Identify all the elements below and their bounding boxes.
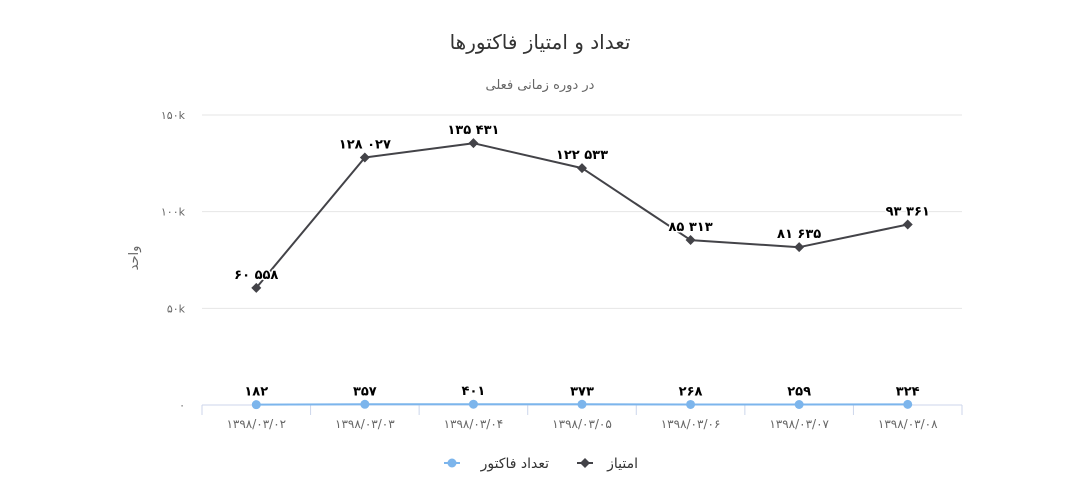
legend-marker-diamond[interactable] — [580, 458, 590, 468]
legend: تعداد فاکتور امتیاز — [444, 456, 638, 472]
data-point-circle[interactable] — [903, 399, 913, 409]
y-tick-label: ۱۰۰k — [161, 206, 186, 219]
data-label: ۱۲۲ ۵۳۳ — [556, 148, 608, 163]
data-point-circle[interactable] — [360, 399, 370, 409]
data-point-diamond[interactable] — [359, 152, 370, 163]
data-point-circle[interactable] — [794, 399, 804, 409]
y-axis-label: واحد — [127, 246, 142, 271]
data-label: ۳۲۴ — [896, 384, 920, 399]
x-tick-label: ۱۳۹۸/۰۳/۰۷ — [769, 417, 829, 431]
data-point-circle[interactable] — [577, 399, 587, 409]
legend-item-label[interactable]: امتیاز — [606, 456, 638, 472]
data-label: ۹۳ ۳۶۱ — [886, 205, 930, 220]
y-tick-label: ۰ — [179, 399, 185, 412]
chart-title: تعداد و امتیاز فاکتورها — [450, 30, 631, 54]
data-point-circle[interactable] — [468, 399, 478, 409]
data-label: ۸۵ ۳۱۳ — [668, 220, 712, 235]
y-tick-label: ۱۵۰k — [161, 109, 186, 122]
legend-item-label[interactable]: تعداد فاکتور — [480, 456, 550, 472]
x-tick-label: ۱۳۹۸/۰۳/۰۵ — [552, 417, 612, 431]
data-label: ۱۲۸ ۰۲۷ — [339, 137, 391, 152]
data-label: ۲۶۸ — [679, 384, 703, 399]
data-point-diamond[interactable] — [685, 235, 696, 246]
y-tick-label: ۵۰k — [167, 302, 186, 315]
data-point-diamond[interactable] — [794, 242, 805, 253]
data-label: ۲۵۹ — [787, 384, 811, 399]
x-tick-label: ۱۳۹۸/۰۳/۰۳ — [335, 417, 395, 431]
data-point-diamond[interactable] — [251, 282, 262, 293]
gridlines — [202, 114, 962, 309]
legend-marker-circle[interactable] — [447, 458, 457, 468]
data-label: ۴۰۱ — [462, 384, 486, 399]
data-label: ۳۵۷ — [353, 384, 377, 399]
data-point-circle[interactable] — [686, 399, 696, 409]
data-point-diamond[interactable] — [577, 163, 587, 174]
data-label: ۱۸۲ — [244, 385, 268, 400]
chart-subtitle: در دوره زمانی فعلی — [486, 78, 595, 93]
data-label: ۶۰ ۵۵۸ — [234, 268, 278, 283]
data-point-diamond[interactable] — [902, 219, 913, 230]
data-labels: ۱۸۲ ۳۵۷ ۴۰۱ ۳۷۳ ۲۶۸ ۲۵۹ ۳۲۴ ۶۰ ۵۵۸ ۱۲۸ ۰۲۷ ۱۳۵ ۴۳… — [233, 122, 932, 401]
x-axis-ticks: ۱۳۹۸/۰۳/۰۲ ۱۳۹۸/۰۳/۰۳ ۱۳۹۸/۰۳/۰۴ ۱۳۹۸/۰۳/۰۵… — [226, 417, 938, 431]
series-group — [251, 138, 913, 410]
x-tick-label: ۱۳۹۸/۰۳/۰۴ — [444, 417, 504, 431]
data-label: ۳۷۳ — [570, 384, 594, 399]
y-axis-ticks: ۰ ۵۰k ۱۰۰k ۱۵۰k — [161, 109, 186, 412]
data-label: ۸۱ ۶۳۵ — [777, 227, 821, 242]
data-label: ۱۳۵ ۴۳۱ — [447, 123, 499, 138]
x-tick-label: ۱۳۹۸/۰۳/۰۸ — [878, 417, 938, 431]
data-point-circle[interactable] — [251, 400, 261, 410]
data-point-diamond[interactable] — [468, 138, 479, 149]
x-tick-label: ۱۳۹۸/۰۳/۰۲ — [226, 417, 286, 431]
x-tick-label: ۱۳۹۸/۰۳/۰۶ — [661, 417, 721, 431]
